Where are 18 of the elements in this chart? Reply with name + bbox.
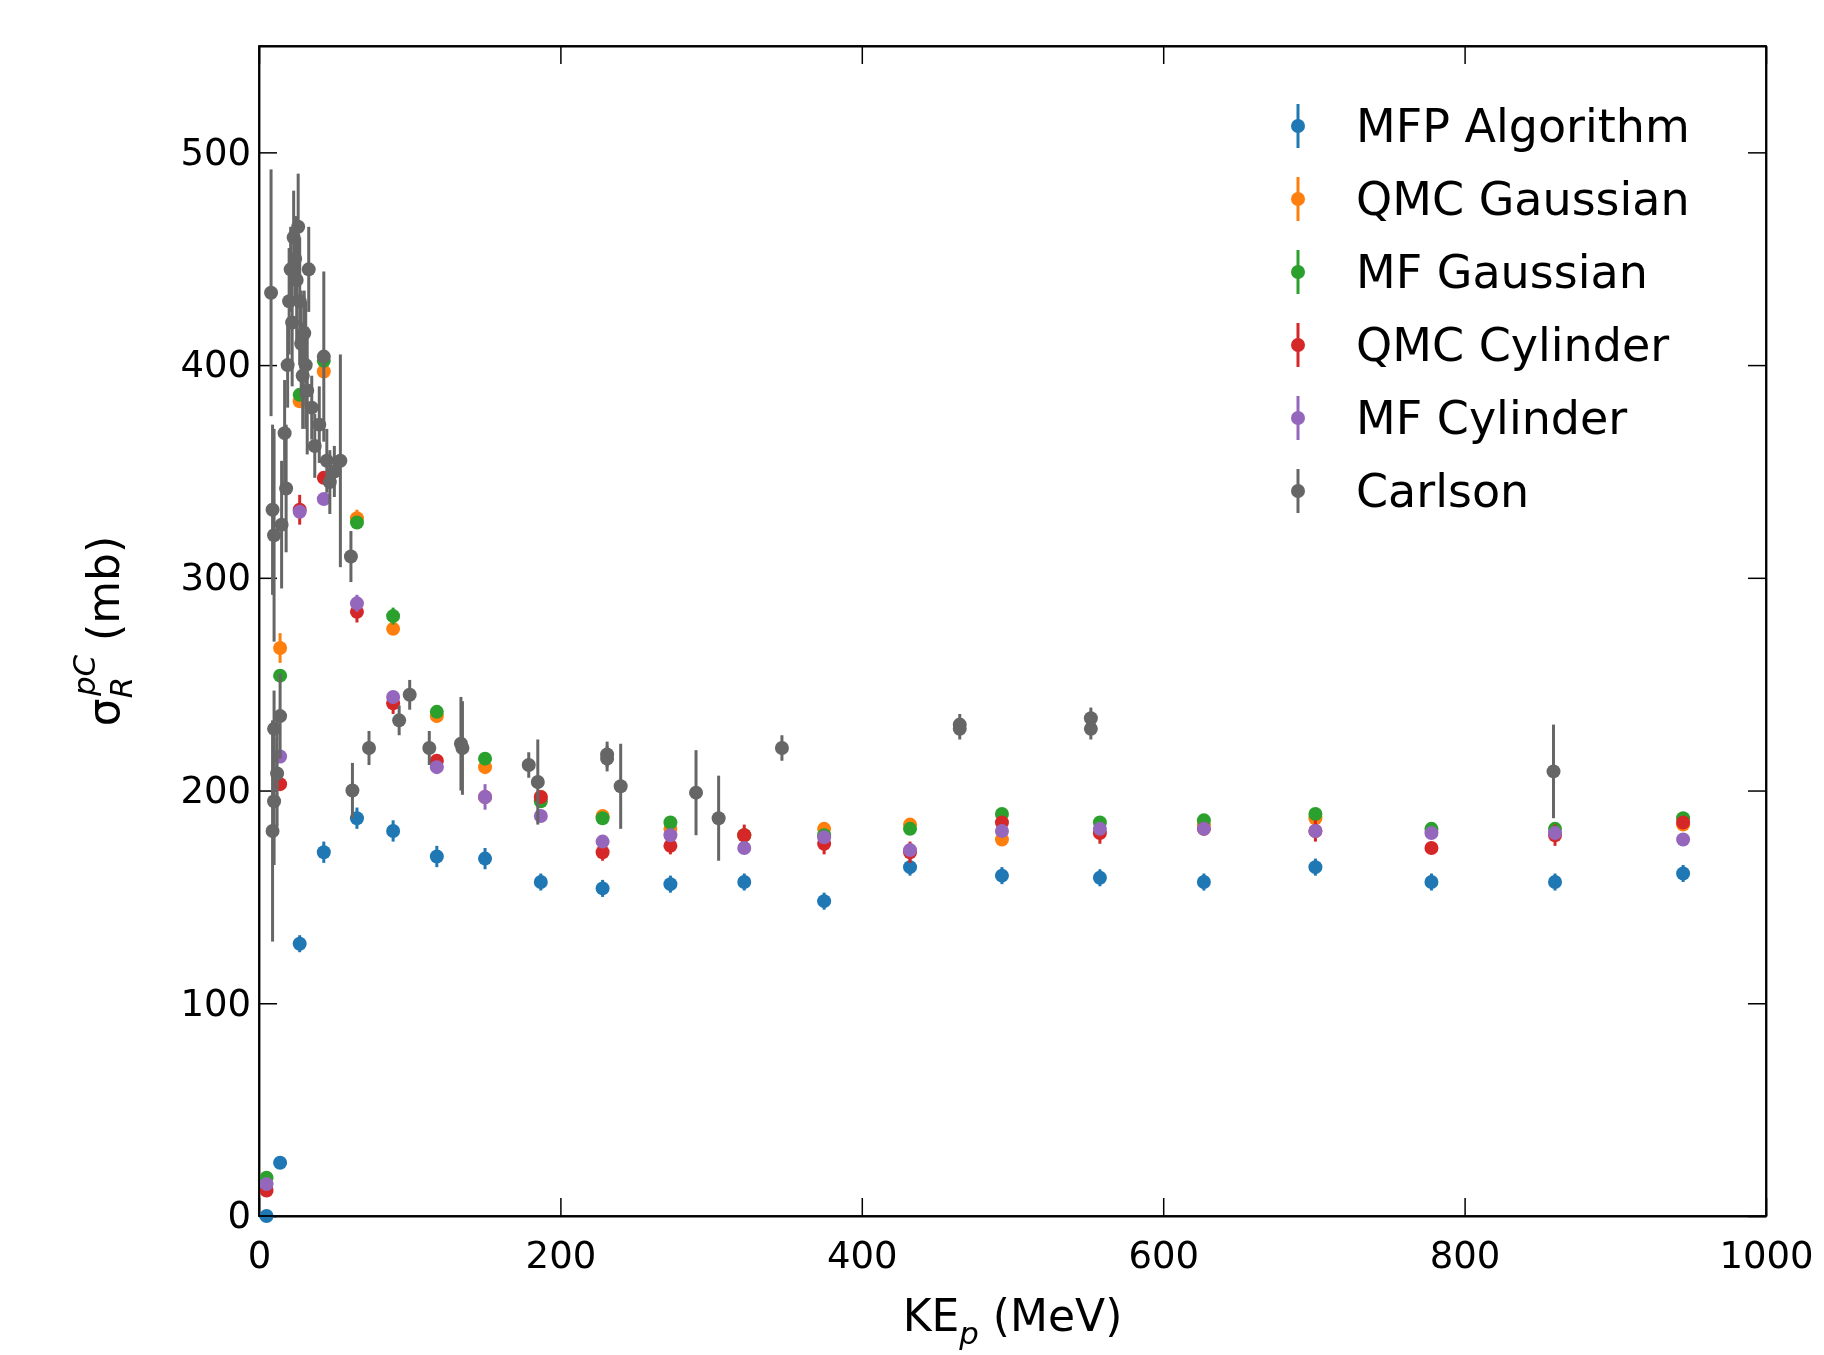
y-tick-label: 0	[227, 1194, 251, 1238]
x-tick-label: 200	[525, 1234, 597, 1278]
y-tick-label: 400	[180, 343, 251, 387]
legend-label: MF Cylinder	[1356, 391, 1628, 446]
legend-label: MFP Algorithm	[1356, 99, 1690, 154]
x-tick-label: 600	[1128, 1234, 1200, 1278]
y-tick-label: 200	[180, 768, 251, 812]
legend-label: Carlson	[1356, 464, 1530, 519]
x-tick-label: 800	[1429, 1234, 1501, 1278]
y-tick-label: 500	[180, 130, 251, 174]
y-tick-label: 300	[180, 556, 251, 600]
legend-label: QMC Cylinder	[1356, 318, 1670, 373]
x-tick-label: 400	[826, 1234, 898, 1278]
legend-label: MF Gaussian	[1356, 245, 1648, 300]
x-axis-title: KE$_{p}$ (MeV)	[902, 1290, 1123, 1352]
legend-label: QMC Gaussian	[1356, 172, 1690, 227]
x-tick-label: 1000	[1719, 1234, 1814, 1278]
y-tick-label: 100	[180, 981, 251, 1025]
